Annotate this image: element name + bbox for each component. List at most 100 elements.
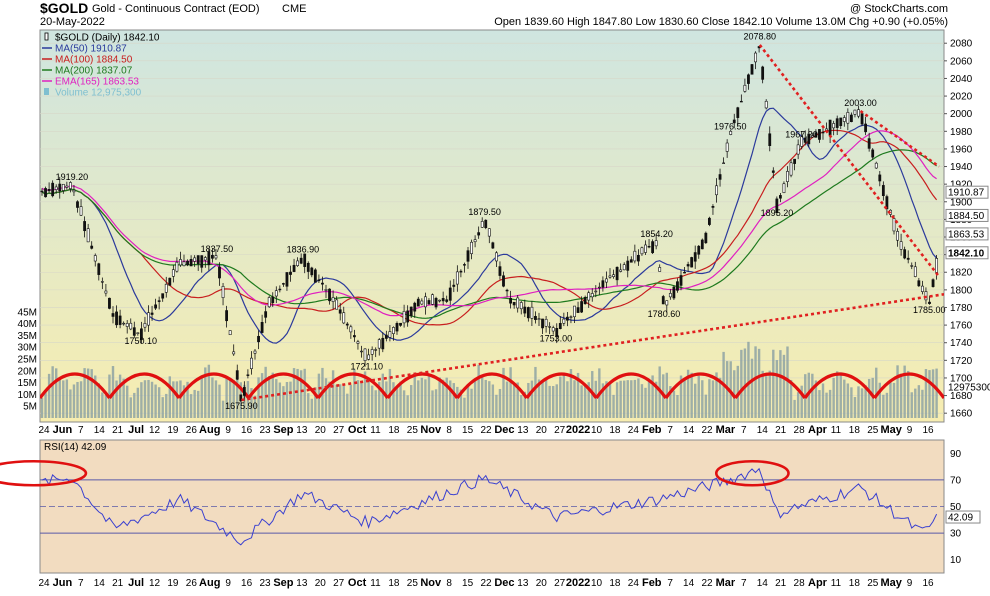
volume-bar [654, 381, 658, 418]
volume-bar [370, 385, 374, 418]
value-tag-box [945, 246, 989, 260]
price-bar-body [416, 298, 420, 307]
date-tick-label: Jun [53, 424, 73, 436]
volume-bar [278, 382, 282, 418]
volume-bar [619, 380, 622, 418]
rsi-value-box [945, 510, 981, 524]
price-bar-body [690, 257, 694, 268]
volume-bar [765, 376, 768, 418]
volume-bar [495, 394, 498, 418]
volume-bar [299, 370, 303, 418]
price-panel [39, 29, 945, 423]
price-bar-body [445, 299, 449, 302]
volume-bar [236, 373, 239, 418]
price-bar-body [384, 334, 388, 339]
date-tick-label: 8 [446, 578, 452, 589]
volume-bar [676, 394, 679, 418]
price-bar-body [342, 312, 346, 324]
date-tick-label: 18 [849, 425, 861, 436]
volume-bar [605, 381, 608, 418]
price-bar-body [896, 231, 899, 241]
volume-bar [395, 387, 399, 418]
price-bar-body [555, 328, 559, 338]
price-bar-body [434, 297, 438, 308]
price-annotation: 1976.50 [714, 121, 747, 131]
price-bar-body [296, 260, 300, 266]
date-tick-label: May [880, 424, 902, 436]
price-bar-body [839, 117, 843, 127]
volume-bar [367, 378, 370, 418]
volume-bar [314, 387, 317, 418]
volume-bar [83, 368, 86, 418]
volume-cycle-arc [316, 372, 389, 399]
price-bar-body [86, 228, 90, 243]
volume-bar [260, 373, 264, 418]
volume-bar [182, 385, 186, 418]
price-bar-body [828, 119, 832, 136]
volume-bar [459, 389, 463, 418]
price-tick-label: 1960 [950, 144, 973, 155]
rsi-overbought-highlight [0, 459, 88, 487]
price-bar-body [541, 318, 544, 329]
price-bar-body [594, 290, 598, 293]
date-tick-label: 18 [388, 425, 400, 436]
volume-bar [406, 395, 409, 418]
price-bar-body [477, 232, 481, 236]
price-bar-body [51, 182, 55, 197]
price-tick-label: 1740 [950, 338, 973, 349]
date-tick-label: 15 [462, 425, 474, 436]
volume-bar [232, 379, 235, 418]
volume-bar [867, 378, 871, 418]
date-tick-label: 11 [370, 425, 381, 436]
date-tick-label: 18 [609, 578, 621, 589]
price-bar-body [509, 298, 513, 304]
volume-bar [445, 377, 448, 418]
moving-averages [41, 107, 938, 344]
date-tick-label: Apr [808, 424, 828, 436]
volume-tick-label: 20M [18, 366, 37, 377]
price-bar-body [164, 283, 168, 293]
price-bar-body [420, 300, 424, 305]
price-bar-body [800, 136, 804, 147]
volume-bar [62, 380, 65, 418]
price-bar-body [494, 252, 498, 262]
price-bar-body [136, 332, 140, 334]
price-tick-label: 1940 [950, 162, 973, 173]
date-tick-label: 20 [315, 425, 327, 436]
price-bar-body [704, 232, 708, 244]
price-bar-body [274, 290, 278, 297]
volume-bar [424, 379, 427, 418]
price-bar-body [920, 285, 924, 292]
price-bar-body [399, 322, 402, 326]
price-bar-body [54, 186, 58, 190]
volume-bar [530, 380, 534, 418]
trendline-resistance [758, 44, 941, 278]
price-bar-body [111, 313, 115, 317]
price-bar-body [516, 297, 520, 309]
price-tick-label: 1760 [950, 321, 973, 332]
date-tick-label: 7 [78, 425, 84, 436]
price-bar-body [459, 270, 463, 273]
price-bar-body [835, 118, 839, 128]
price-annotation: 1967.20 [785, 130, 818, 140]
volume-tick-label: 25M [18, 355, 37, 366]
volume-bar [836, 371, 839, 418]
volume-bar [914, 388, 917, 418]
date-tick-label: Feb [642, 424, 662, 436]
volume-bar [69, 389, 72, 418]
price-bar-body [523, 306, 527, 314]
volume-bar [136, 387, 140, 418]
volume-cycle-arc [595, 372, 668, 399]
price-annotation: 1780.60 [648, 309, 681, 319]
volume-bar [481, 376, 484, 418]
volume-bar [502, 367, 505, 418]
price-bar-body [573, 305, 576, 318]
date-tick-label: Apr [808, 577, 828, 589]
price-bar-body [76, 201, 79, 208]
price-bar-body [260, 322, 264, 333]
volume-bar [221, 400, 225, 418]
volume-bar [647, 380, 651, 418]
price-bar-body [431, 294, 434, 305]
